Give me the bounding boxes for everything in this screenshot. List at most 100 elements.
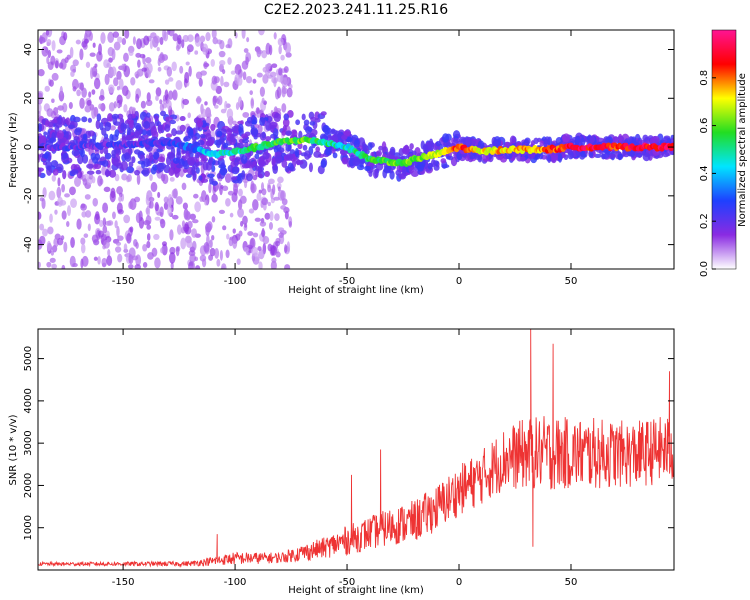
spectral-blob xyxy=(229,154,236,162)
spectral-blob xyxy=(246,173,253,182)
spectral-blob xyxy=(230,176,238,181)
spectral-blob xyxy=(134,128,142,139)
spectral-blob xyxy=(179,65,184,74)
spectral-blob xyxy=(273,32,277,40)
spectral-blob xyxy=(159,103,165,112)
spectral-blob xyxy=(154,257,161,269)
spectral-blob xyxy=(258,30,265,36)
spectral-blob xyxy=(267,184,272,193)
snr-x-label: Height of straight line (km) xyxy=(288,585,424,596)
colorbar-ticks: 0.0 0.2 0.4 0.6 0.8 xyxy=(699,70,716,277)
spectral-blob xyxy=(259,116,266,126)
spectral-blob xyxy=(278,45,282,55)
spectral-blob xyxy=(258,249,265,260)
spectral-blob xyxy=(283,66,289,73)
spectral-blob xyxy=(492,140,499,147)
spectral-blob xyxy=(143,158,150,168)
spectral-blob xyxy=(229,212,234,218)
spectral-blob xyxy=(268,178,275,185)
spectral-blob xyxy=(618,133,623,143)
spectral-blob xyxy=(150,125,157,136)
spectral-blob xyxy=(189,213,197,220)
spectral-blob xyxy=(226,108,234,120)
spectral-blob xyxy=(320,111,327,116)
spectral-blob xyxy=(524,137,531,145)
spectral-blob xyxy=(220,75,224,87)
spectral-blob xyxy=(281,85,286,98)
spectral-blob xyxy=(43,131,48,136)
spectral-blob xyxy=(157,191,161,198)
spectral-blob xyxy=(159,99,163,105)
spectral-blob xyxy=(164,89,169,101)
spectral-blob xyxy=(63,32,68,41)
spectral-blob xyxy=(49,79,54,87)
spectral-blob xyxy=(218,50,226,58)
spectral-blob xyxy=(181,39,185,49)
spectral-blob xyxy=(258,261,263,269)
spectral-blob xyxy=(272,164,278,175)
spectral-blob xyxy=(122,85,129,97)
spectral-blob xyxy=(118,78,124,90)
spectral-blob xyxy=(78,82,83,90)
spectral-blob xyxy=(580,137,586,147)
spectral-blob xyxy=(237,207,244,218)
spectral-blob xyxy=(231,125,239,132)
spectral-blob xyxy=(130,77,136,86)
spectral-blob xyxy=(216,130,223,137)
spectral-blob xyxy=(146,233,151,241)
spectral-blob xyxy=(88,91,92,98)
spectral-blob xyxy=(261,197,269,206)
spectral-blob xyxy=(72,86,77,92)
spectral-blob xyxy=(196,95,202,105)
spectral-blob xyxy=(277,176,284,184)
spectral-blob xyxy=(237,76,243,86)
spectral-blob xyxy=(107,46,114,57)
spectral-blob xyxy=(281,159,288,168)
spectral-blob xyxy=(153,35,161,44)
spectral-blob xyxy=(275,240,281,247)
spectral-blob xyxy=(211,234,215,241)
spectral-blob xyxy=(121,63,125,72)
spectral-blob xyxy=(241,163,250,169)
spectral-blob xyxy=(447,155,454,161)
spectral-blob xyxy=(66,220,70,227)
snr-series-line xyxy=(38,329,674,568)
spectral-blob xyxy=(192,219,199,224)
spectral-blob xyxy=(214,248,220,259)
spectral-blob xyxy=(320,159,327,168)
spectral-blob xyxy=(91,234,99,243)
spectral-blob xyxy=(41,46,49,57)
spectral-blob xyxy=(285,153,294,161)
spectral-blob xyxy=(208,182,212,194)
spectral-blob xyxy=(142,261,148,268)
spectral-blob xyxy=(135,93,140,103)
spectral-blob xyxy=(237,120,244,125)
spectral-blob xyxy=(42,187,47,198)
spectral-blob xyxy=(364,165,371,172)
spectral-blob xyxy=(112,31,120,38)
spectral-blob xyxy=(103,59,110,69)
spectral-blob xyxy=(51,40,56,51)
spectral-blob xyxy=(285,143,292,152)
spectral-blob xyxy=(90,67,94,80)
spectral-blob xyxy=(38,211,42,220)
spectral-blob xyxy=(70,64,77,73)
spectral-blob xyxy=(141,67,148,72)
spectral-blob xyxy=(601,153,610,159)
spectral-blob xyxy=(145,62,153,75)
spectral-blob xyxy=(146,240,151,249)
spectral-blob xyxy=(262,236,270,245)
spectral-blob xyxy=(107,84,115,93)
spectral-blob xyxy=(252,199,259,211)
spectral-blob xyxy=(117,235,124,241)
spectral-blob xyxy=(282,124,287,132)
spectral-blob xyxy=(123,103,128,113)
spectral-blob xyxy=(186,44,194,53)
spectral-blob xyxy=(253,134,258,140)
spectral-blob xyxy=(193,141,200,147)
spectral-blob xyxy=(251,246,258,257)
spectral-blob xyxy=(89,52,96,57)
spectral-blob xyxy=(269,211,274,222)
x-tick-label: 0 xyxy=(456,276,462,287)
spectral-blob xyxy=(56,237,64,246)
